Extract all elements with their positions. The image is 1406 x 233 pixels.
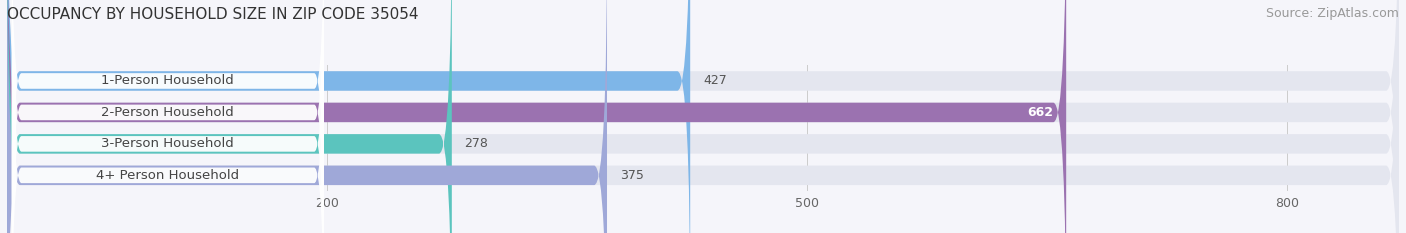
FancyBboxPatch shape [7,0,1066,233]
Text: Source: ZipAtlas.com: Source: ZipAtlas.com [1265,7,1399,20]
FancyBboxPatch shape [7,0,607,233]
FancyBboxPatch shape [11,0,323,233]
Text: 427: 427 [703,75,727,87]
FancyBboxPatch shape [11,0,323,233]
Text: 662: 662 [1028,106,1053,119]
Text: 375: 375 [620,169,644,182]
Text: OCCUPANCY BY HOUSEHOLD SIZE IN ZIP CODE 35054: OCCUPANCY BY HOUSEHOLD SIZE IN ZIP CODE … [7,7,419,22]
Text: 278: 278 [464,137,488,150]
Text: 2-Person Household: 2-Person Household [101,106,235,119]
FancyBboxPatch shape [11,0,323,233]
Text: 3-Person Household: 3-Person Household [101,137,235,150]
FancyBboxPatch shape [7,0,1399,233]
FancyBboxPatch shape [7,0,451,233]
FancyBboxPatch shape [7,0,1399,233]
FancyBboxPatch shape [7,0,690,233]
FancyBboxPatch shape [7,0,1399,233]
FancyBboxPatch shape [7,0,1399,233]
Text: 1-Person Household: 1-Person Household [101,75,235,87]
Text: 4+ Person Household: 4+ Person Household [96,169,239,182]
FancyBboxPatch shape [11,0,323,233]
